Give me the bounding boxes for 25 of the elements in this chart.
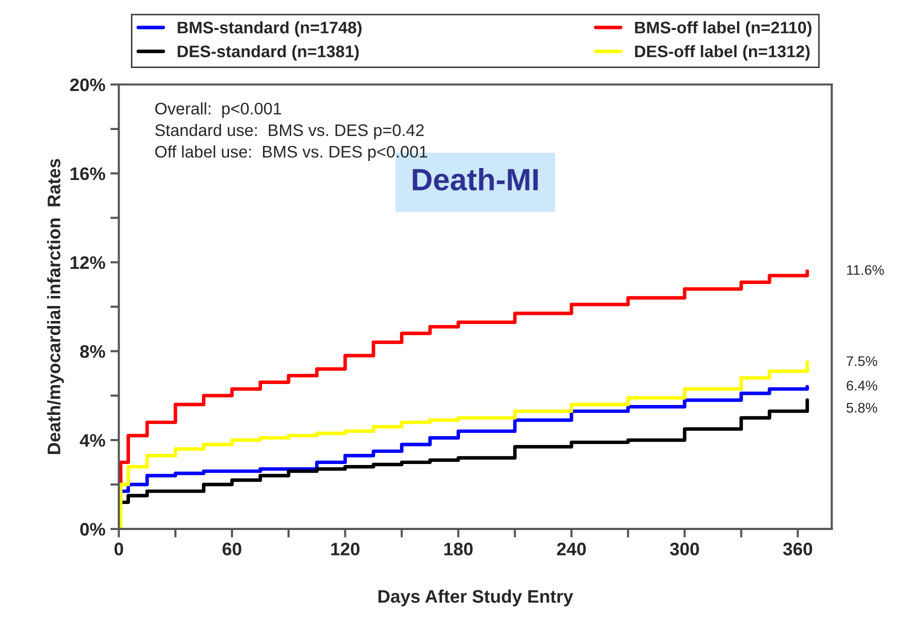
- legend-label: BMS-standard (n=1748): [178, 21, 362, 37]
- x-tick-label: 0: [114, 542, 124, 556]
- x-tick-label: 120: [331, 542, 360, 556]
- y-tick-label: 20%: [70, 78, 106, 92]
- y-tick-label: 0%: [80, 522, 106, 536]
- y-axis-title: Death/myocardial infarction Rates: [47, 158, 64, 454]
- x-axis-title: Days After Study Entry: [378, 590, 574, 606]
- y-tick-label: 8%: [80, 345, 106, 358]
- legend-label: DES-standard (n=1381): [178, 45, 359, 61]
- x-tick-label: 180: [444, 542, 473, 556]
- annotation: Overall: p<0.001 Standard use: BMS vs. DES p=0.42 Off label use: BMS vs. DES p<0.001: [155, 102, 428, 161]
- legend-label: BMS-off label (n=2110): [635, 21, 812, 37]
- x-tick-label: 60: [222, 542, 242, 556]
- x-tick-label: 240: [557, 542, 586, 556]
- y-tick-label: 16%: [70, 167, 106, 180]
- y-tick-label: 4%: [80, 434, 106, 447]
- x-tick-label: 300: [670, 542, 699, 556]
- legend-label: DES-off label (n=1312): [635, 45, 810, 61]
- text: 5.8%: [846, 402, 878, 413]
- y-tick-label: 12%: [70, 256, 106, 269]
- text: Death-MI: [412, 168, 538, 190]
- text: 11.6%: [847, 265, 884, 275]
- x-tick-label: 360: [783, 542, 812, 556]
- text: 6.4%: [846, 380, 878, 390]
- text: 7.5%: [846, 356, 878, 366]
